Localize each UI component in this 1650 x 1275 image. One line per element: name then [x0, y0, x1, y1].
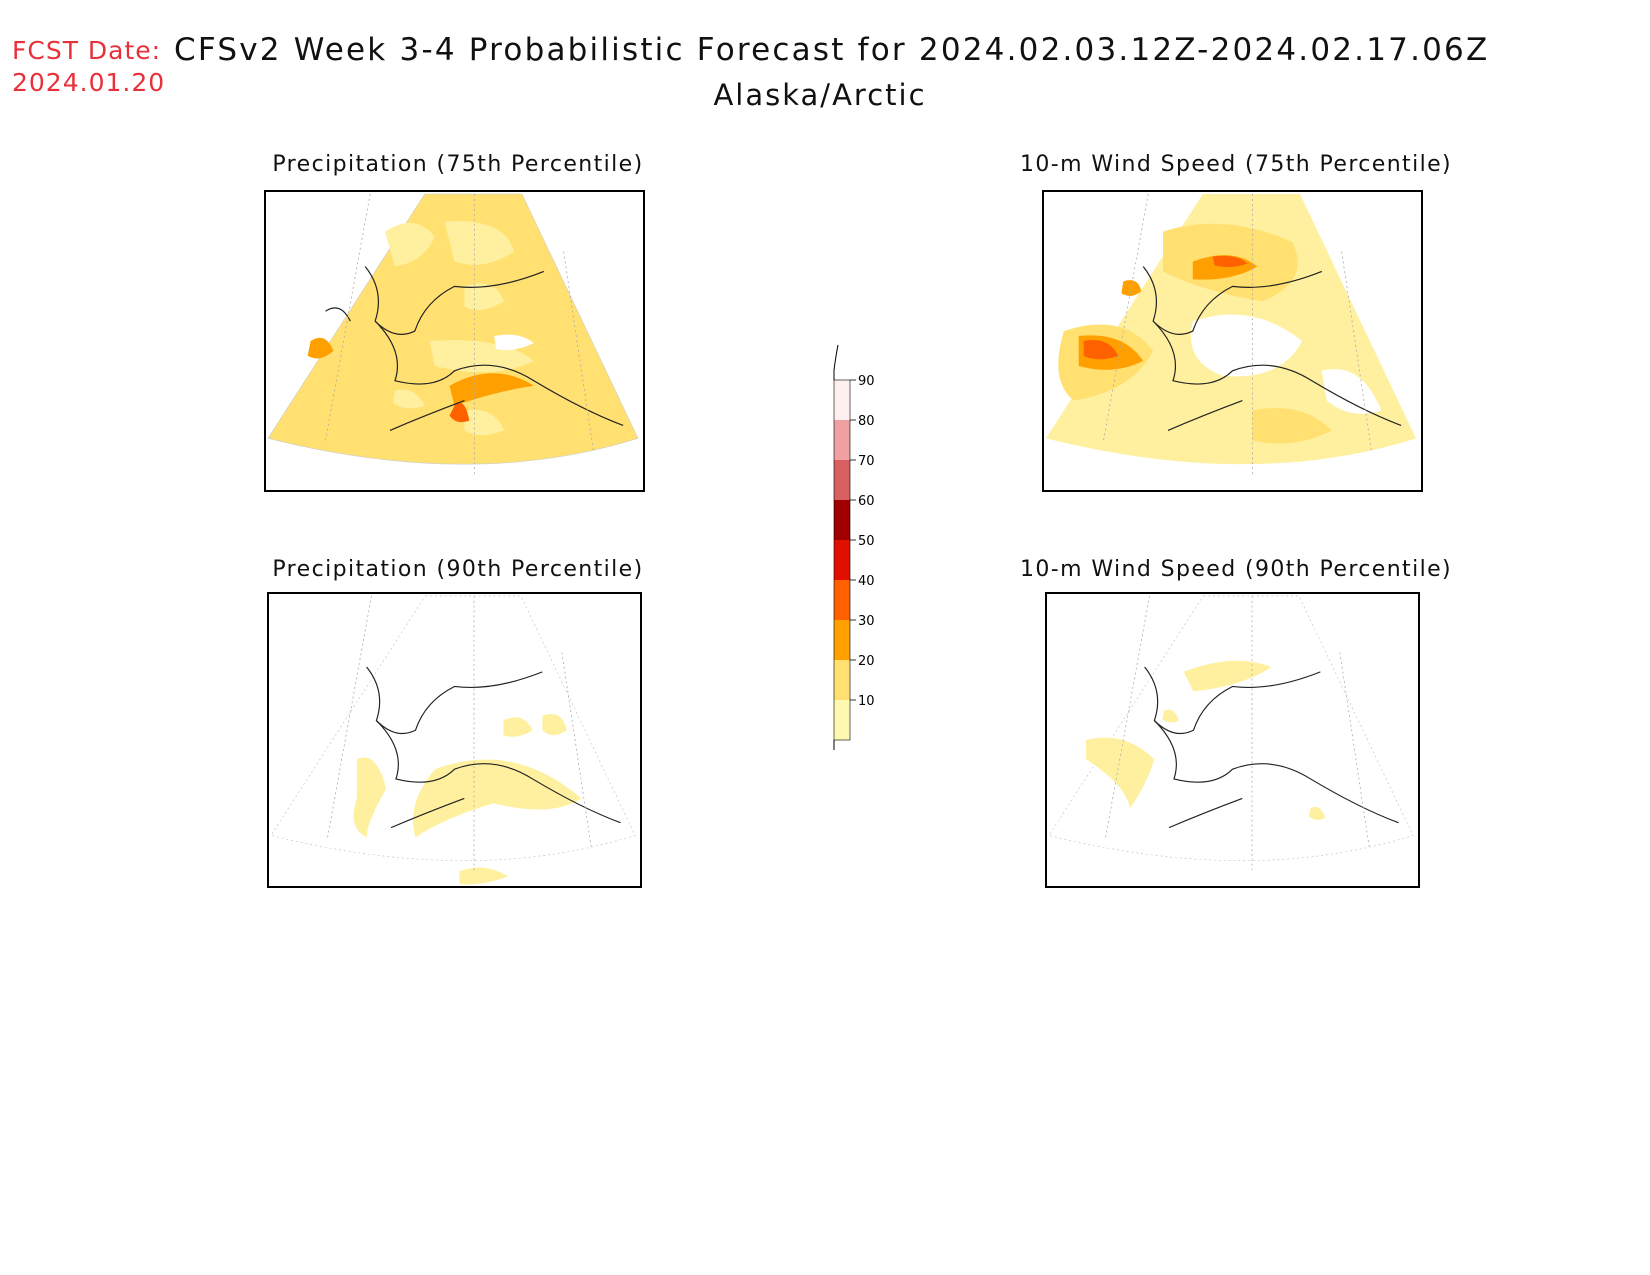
- map-wind-90: [1045, 592, 1420, 888]
- colorbar-bottom-cap: [833, 740, 835, 750]
- colorbar-swatch: [834, 580, 850, 620]
- colorbar-swatch: [834, 620, 850, 660]
- panel-title-precip-75: Precipitation (75th Percentile): [272, 152, 644, 177]
- colorbar-outline: [833, 379, 851, 741]
- map-canvas: [1048, 595, 1414, 872]
- colorbar-swatch: [834, 460, 850, 500]
- panel-title-wind-75: 10-m Wind Speed (75th Percentile): [1019, 152, 1453, 177]
- colorbar-label: 60: [858, 494, 875, 509]
- color-legend-canvas: 90 80 70 60 50 40 30 20 10: [833, 344, 875, 750]
- map-precip-75: [264, 190, 645, 492]
- panel-title-precip-90: Precipitation (90th Percentile): [272, 557, 644, 582]
- colorbar-label: 20: [858, 654, 875, 669]
- colorbar-swatch: [834, 500, 850, 540]
- colorbar-label: 10: [858, 694, 875, 709]
- colorbar-label: 70: [858, 454, 875, 469]
- forecast-date-label: FCST Date:: [12, 36, 162, 65]
- map-precip-90: [267, 592, 642, 888]
- colorbar-swatch: [834, 380, 850, 420]
- region-subtitle: Alaska/Arctic: [713, 78, 927, 112]
- map-canvas: [1045, 193, 1417, 476]
- colorbar-swatch: [834, 700, 850, 740]
- map-canvas: [267, 193, 639, 476]
- colorbar-top-cap: [833, 344, 839, 380]
- map-canvas: [270, 595, 636, 885]
- colorbar-label: 50: [858, 534, 875, 549]
- colorbar-swatch: [834, 540, 850, 580]
- colorbar-swatch: [834, 420, 850, 460]
- colorbar-label: 30: [858, 614, 875, 629]
- forecast-date-value: 2024.01.20: [12, 68, 166, 97]
- colorbar-label: 40: [858, 574, 875, 589]
- map-wind-75: [1042, 190, 1423, 492]
- colorbar-label: 80: [858, 414, 875, 429]
- colorbar-swatch: [834, 660, 850, 700]
- panel-title-wind-90: 10-m Wind Speed (90th Percentile): [1019, 557, 1453, 582]
- color-legend: 90 80 70 60 50 40 30 20 10: [820, 330, 910, 750]
- page-title: CFSv2 Week 3-4 Probabilistic Forecast fo…: [174, 32, 1490, 68]
- colorbar-label: 90: [858, 374, 875, 389]
